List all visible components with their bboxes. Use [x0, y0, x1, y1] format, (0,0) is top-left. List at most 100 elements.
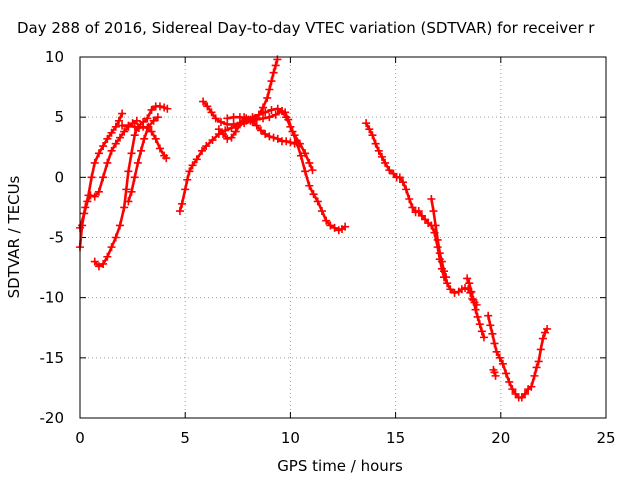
data-point-marker [130, 122, 139, 131]
data-point-marker [341, 222, 350, 231]
data-point-marker [140, 134, 149, 143]
data-point-marker [402, 185, 411, 194]
data-point-marker [223, 114, 232, 123]
data-point-marker [442, 273, 451, 282]
data-point-marker [309, 190, 318, 199]
data-point-marker [477, 327, 486, 336]
data-point-marker [155, 144, 164, 153]
data-point-marker [534, 357, 543, 366]
data-point-marker [130, 173, 139, 182]
data-point-marker [473, 312, 482, 321]
data-point-marker [490, 368, 499, 377]
data-point-marker [115, 133, 124, 142]
data-point-marker [115, 221, 124, 230]
data-point-marker [385, 166, 394, 175]
data-point-marker [277, 107, 286, 116]
data-point-marker [290, 131, 299, 140]
data-point-marker [127, 187, 136, 196]
data-point-marker [83, 197, 92, 206]
data-point-marker [466, 288, 475, 297]
y-tick-label: -15 [40, 349, 65, 367]
data-point-marker [127, 149, 136, 158]
data-point-marker [267, 77, 276, 86]
x-tick-label: 10 [281, 429, 300, 447]
data-point-marker [267, 105, 276, 114]
data-point-marker [443, 279, 452, 288]
series-line-arc7 [201, 100, 314, 172]
data-point-marker [301, 149, 310, 158]
data-point-marker [163, 104, 172, 113]
data-point-marker [214, 125, 223, 134]
data-point-marker [313, 197, 322, 206]
data-point-marker [256, 126, 265, 135]
data-point-marker [265, 113, 274, 122]
data-point-marker [151, 134, 160, 143]
data-point-marker [111, 122, 120, 131]
data-series [76, 55, 552, 402]
data-point-marker [431, 221, 440, 230]
data-point-marker [374, 146, 383, 155]
data-point-marker [181, 185, 190, 194]
data-point-marker [185, 167, 194, 176]
data-point-marker [362, 119, 371, 128]
data-point-marker [254, 110, 263, 119]
data-point-marker [365, 125, 374, 134]
data-point-marker [465, 279, 474, 288]
data-point-marker [371, 139, 380, 148]
data-point-marker [246, 115, 255, 124]
data-point-marker [293, 139, 302, 148]
data-point-marker [153, 113, 162, 122]
data-point-marker [450, 288, 459, 297]
y-axis-label: SDTVAR / TECUs [5, 175, 23, 298]
data-point-marker [502, 369, 511, 378]
data-point-marker [520, 389, 529, 398]
data-point-marker [137, 146, 146, 155]
data-point-marker [103, 158, 112, 167]
data-point-marker [211, 114, 220, 123]
data-point-marker [269, 133, 278, 142]
data-point-marker [144, 122, 153, 131]
y-tick-label: 10 [45, 48, 64, 66]
y-tick-label: 0 [54, 168, 64, 186]
data-point-marker [498, 359, 507, 368]
data-point-marker [124, 197, 133, 206]
data-point-marker [538, 334, 547, 343]
x-tick-label: 5 [180, 429, 190, 447]
data-point-marker [439, 267, 448, 276]
data-point-marker [484, 311, 493, 320]
data-point-marker [202, 142, 211, 151]
data-point-marker [305, 158, 314, 167]
data-point-marker [124, 167, 133, 176]
y-tick-label: -5 [49, 229, 64, 247]
data-point-marker [368, 131, 377, 140]
data-point-marker [479, 333, 488, 342]
data-point-marker [147, 105, 156, 114]
data-point-marker [216, 117, 225, 126]
data-point-marker [265, 132, 274, 141]
data-point-marker [536, 345, 545, 354]
data-point-marker [134, 123, 143, 132]
data-point-marker [103, 252, 112, 261]
data-point-marker [271, 61, 280, 70]
data-point-marker [301, 167, 310, 176]
data-point-marker [149, 116, 158, 125]
data-point-marker [446, 285, 455, 294]
data-point-marker [124, 121, 133, 130]
data-point-marker [227, 133, 236, 142]
data-point-marker [175, 207, 184, 216]
data-point-marker [433, 235, 442, 244]
data-point-marker [118, 109, 127, 118]
data-point-marker [475, 320, 484, 329]
data-point-marker [122, 185, 131, 194]
data-point-marker [155, 102, 164, 111]
x-tick-label: 15 [386, 429, 405, 447]
data-point-marker [263, 93, 272, 102]
data-point-marker [286, 138, 295, 147]
data-point-marker [495, 353, 504, 362]
data-point-marker [178, 199, 187, 208]
data-point-marker [120, 203, 129, 212]
data-point-marker [143, 114, 152, 123]
data-point-marker [111, 233, 120, 242]
data-point-marker [86, 191, 95, 200]
plot-frame [79, 56, 607, 419]
